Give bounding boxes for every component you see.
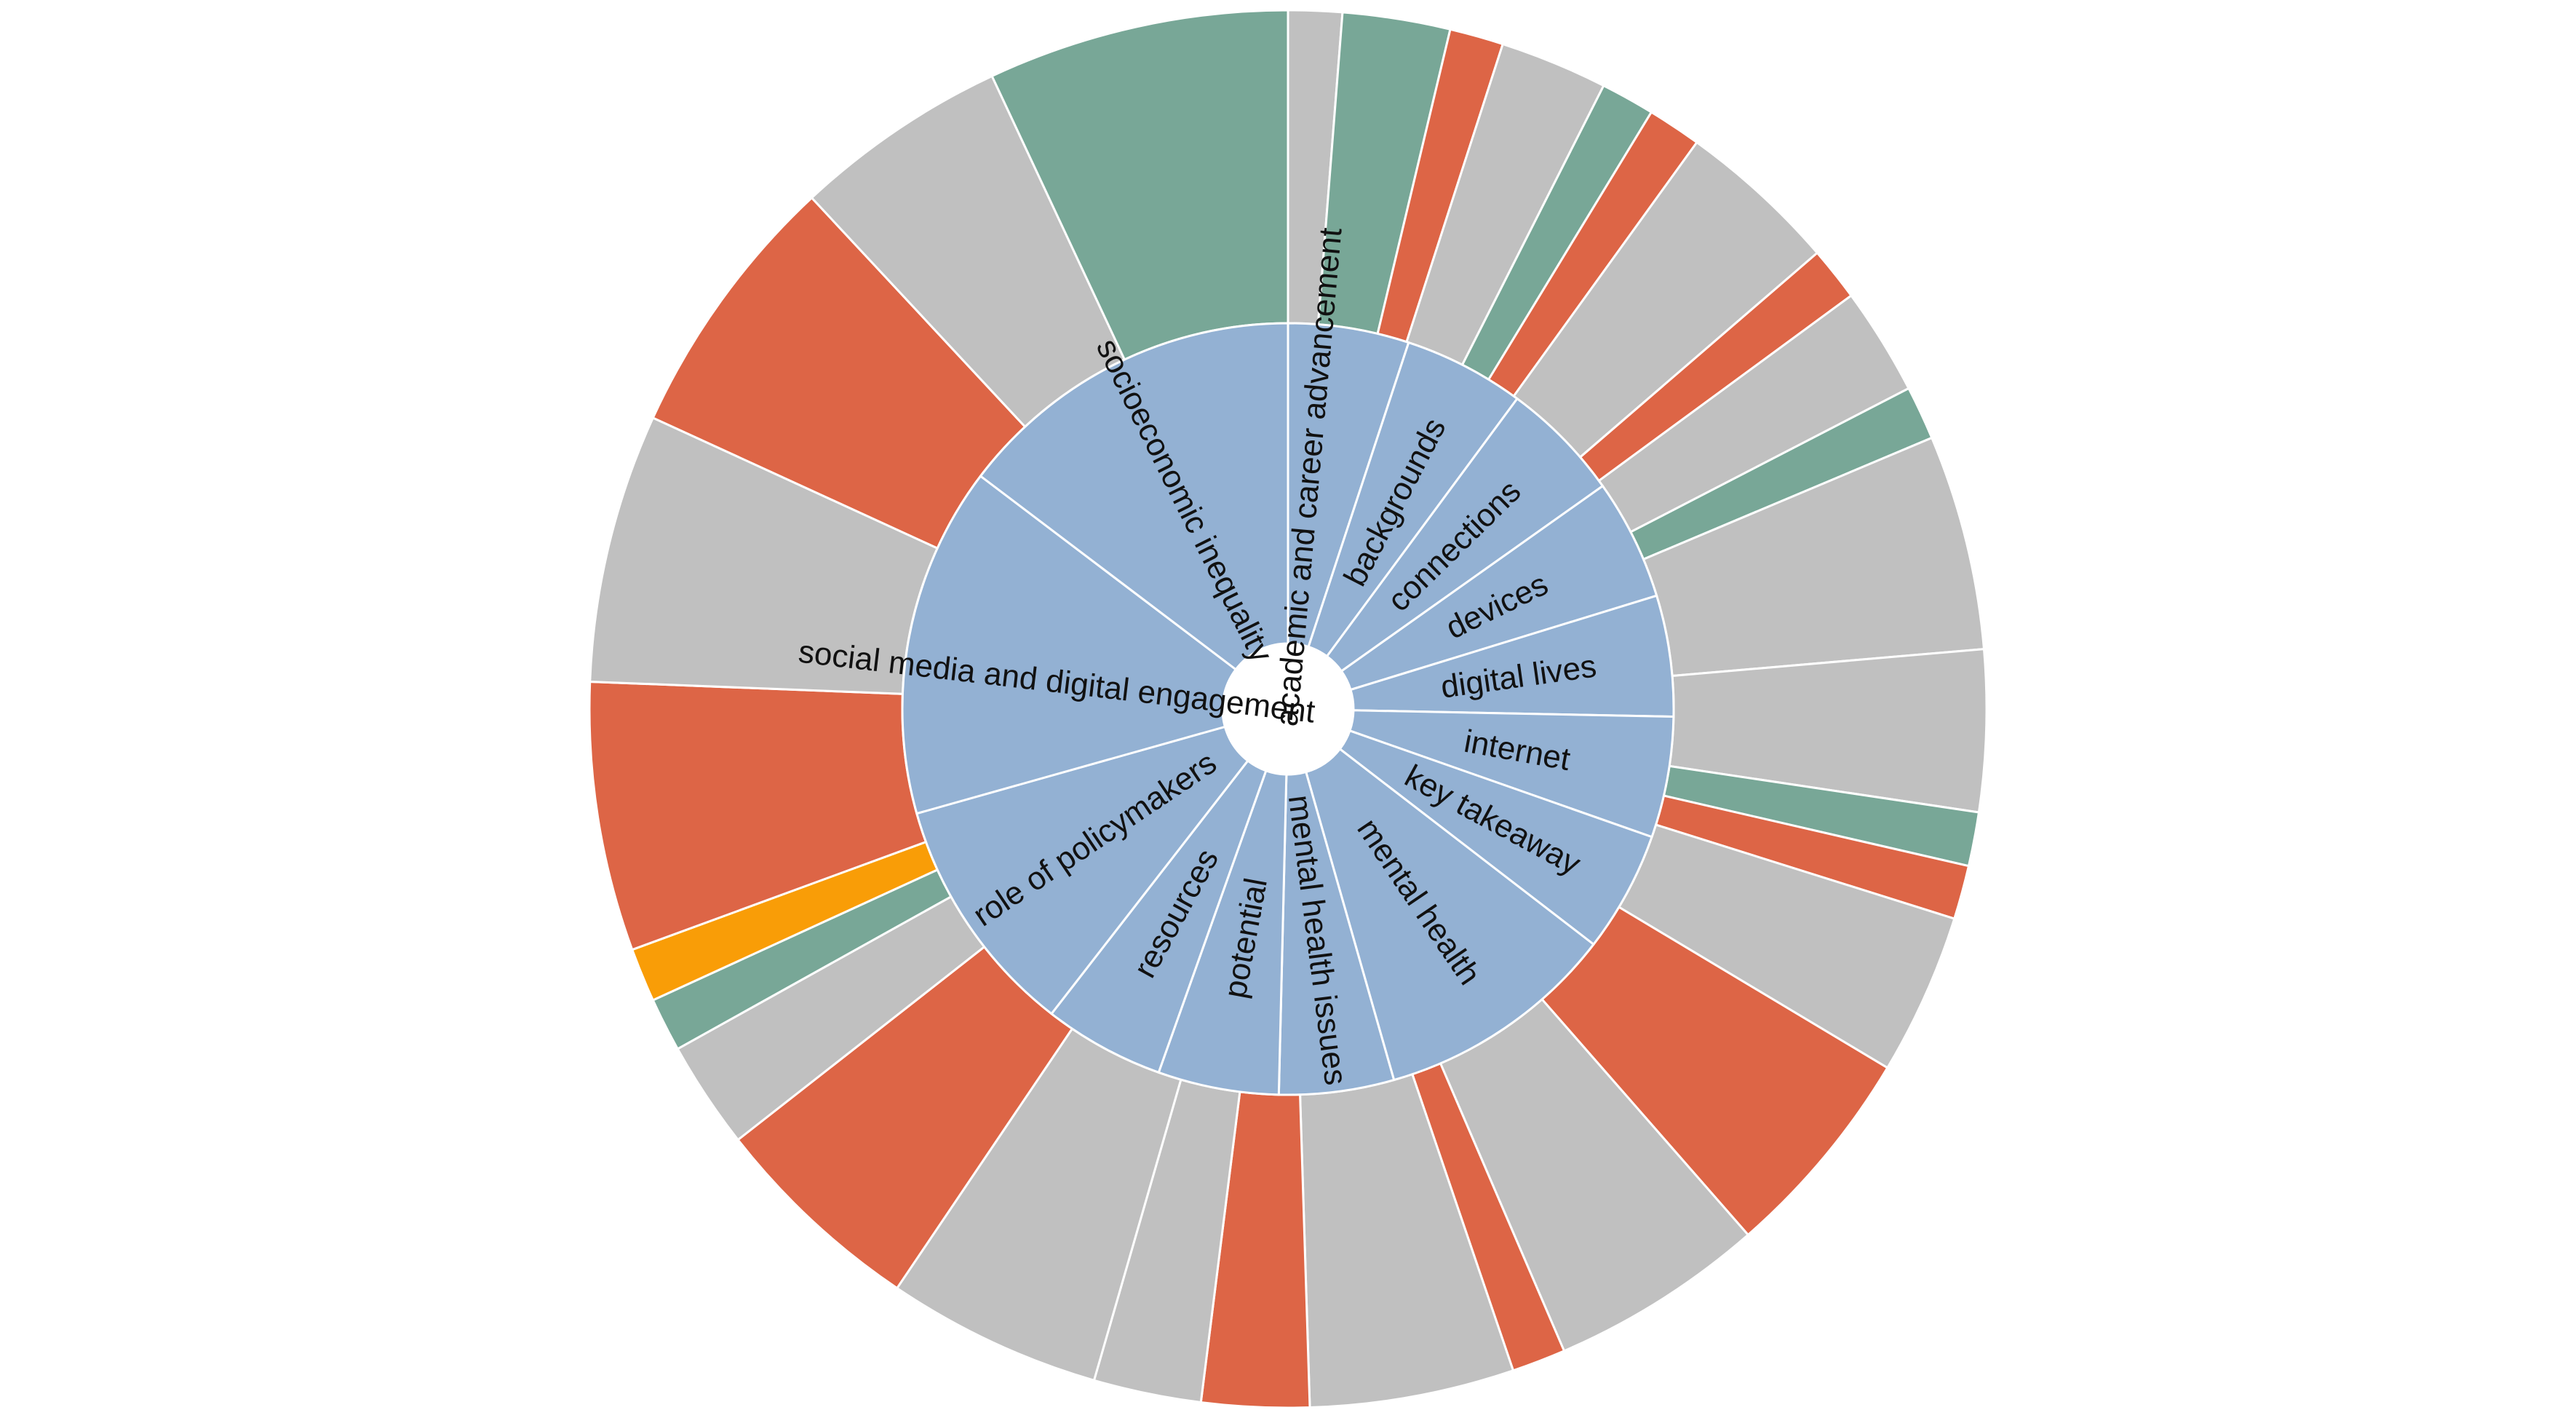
- outer-ring: [588, 9, 1988, 1409]
- center-hole: [1223, 643, 1353, 775]
- inner-ring: [901, 322, 1675, 1096]
